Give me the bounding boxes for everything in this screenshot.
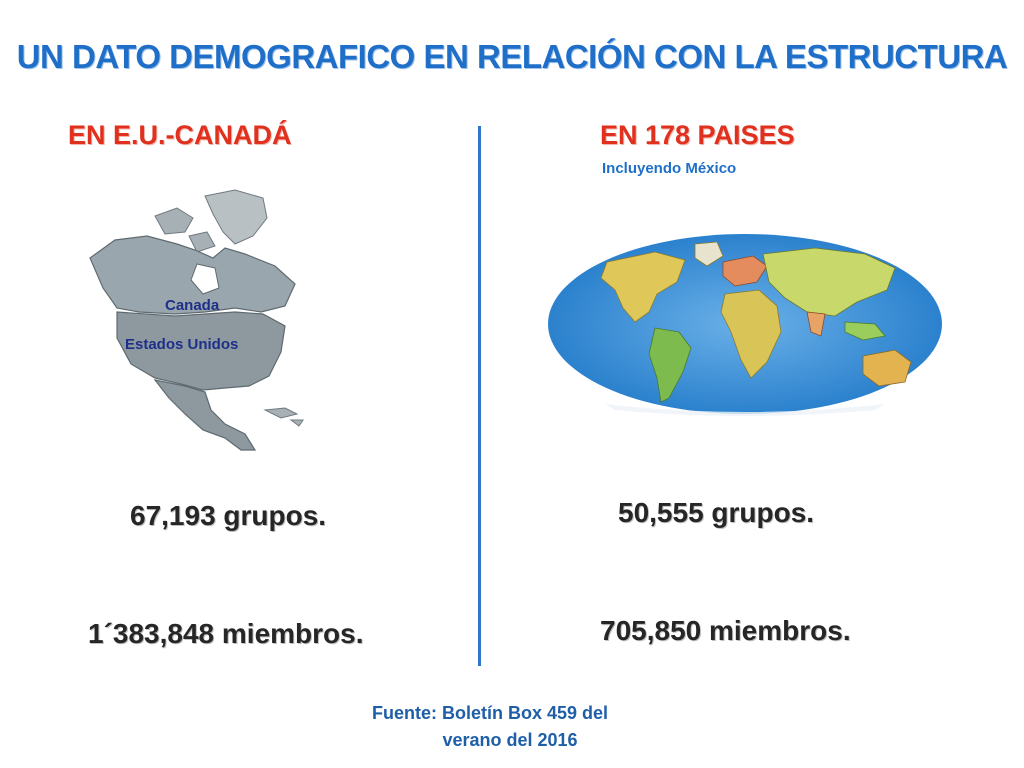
continent-africa [720,289,782,379]
continent-south-america [648,327,692,403]
caribbean-shape [263,407,304,427]
right-groups-count: 50,555 grupos. [618,497,815,528]
hudson-bay-shape [190,263,220,295]
world-map [548,234,942,416]
slide-title: UN DATO DEMOGRAFICO EN RELACIÓN CON LA E… [16,38,1008,75]
continent-antarctica [605,404,885,416]
continent-se-asia [844,321,886,341]
left-heading: EN E.U.-CANADÁ [68,120,292,150]
continent-europe [722,255,768,287]
left-groups-count: 67,193 grupos. [130,500,327,531]
arctic-islands-shape [154,207,216,253]
left-members-count: 1´383,848 miembros. [88,618,364,649]
column-divider [478,126,481,666]
greenland-shape [204,189,268,245]
mexico-shape [153,379,257,451]
continent-india [806,311,826,337]
continent-australia [862,349,912,387]
continent-asia [762,247,896,317]
source-note: Fuente: Boletín Box 459 del verano del 2… [340,700,640,754]
continent-greenland [694,241,724,267]
map-label-canada: Canada [165,297,220,314]
right-heading: EN 178 PAISES [600,120,795,150]
source-line-2: verano del 2016 [442,730,578,750]
source-line-1: Fuente: Boletín Box 459 del [371,703,609,723]
right-members-count: 705,850 miembros. [600,615,851,646]
right-subheading: Incluyendo México [602,160,737,177]
north-america-map: Canada Estados Unidos [89,189,304,451]
usa-shape [116,311,286,391]
map-label-usa: Estados Unidos [125,336,238,353]
continent-north-america [600,251,686,323]
